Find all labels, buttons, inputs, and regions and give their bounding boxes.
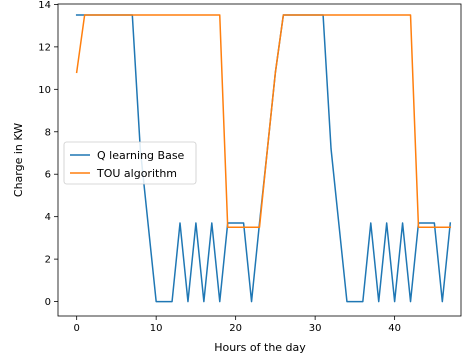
x-tick-label: 0 — [73, 323, 79, 334]
series-line-2 — [75, 14, 452, 229]
x-tick-label: 20 — [229, 323, 242, 334]
x-axis-label: Hours of the day — [214, 341, 306, 354]
legend-label-2: TOU algorithm — [96, 167, 177, 180]
y-tick-label: 0 — [45, 297, 51, 308]
y-tick-label: 2 — [45, 255, 51, 266]
x-tick-label: 40 — [388, 323, 401, 334]
y-tick-label: 8 — [45, 127, 51, 138]
y-tick-label: 14 — [38, 0, 51, 11]
y-tick-label: 6 — [45, 170, 51, 181]
y-axis-label: Charge in KW — [12, 123, 25, 197]
legend-label-1: Q learning Base — [97, 149, 185, 162]
legend: Q learning Base TOU algorithm — [63, 141, 197, 185]
x-tick-label: 10 — [150, 323, 163, 334]
series-layer — [75, 14, 452, 303]
legend-box — [63, 141, 197, 185]
y-tick-label: 10 — [38, 85, 51, 96]
plot-frame — [57, 3, 462, 317]
axes-layer: 0 10 20 30 40 0 2 4 6 8 10 12 14 — [38, 0, 462, 334]
y-tick-label: 4 — [45, 212, 51, 223]
y-tick-label: 12 — [38, 42, 51, 53]
x-tick-label: 30 — [309, 323, 322, 334]
